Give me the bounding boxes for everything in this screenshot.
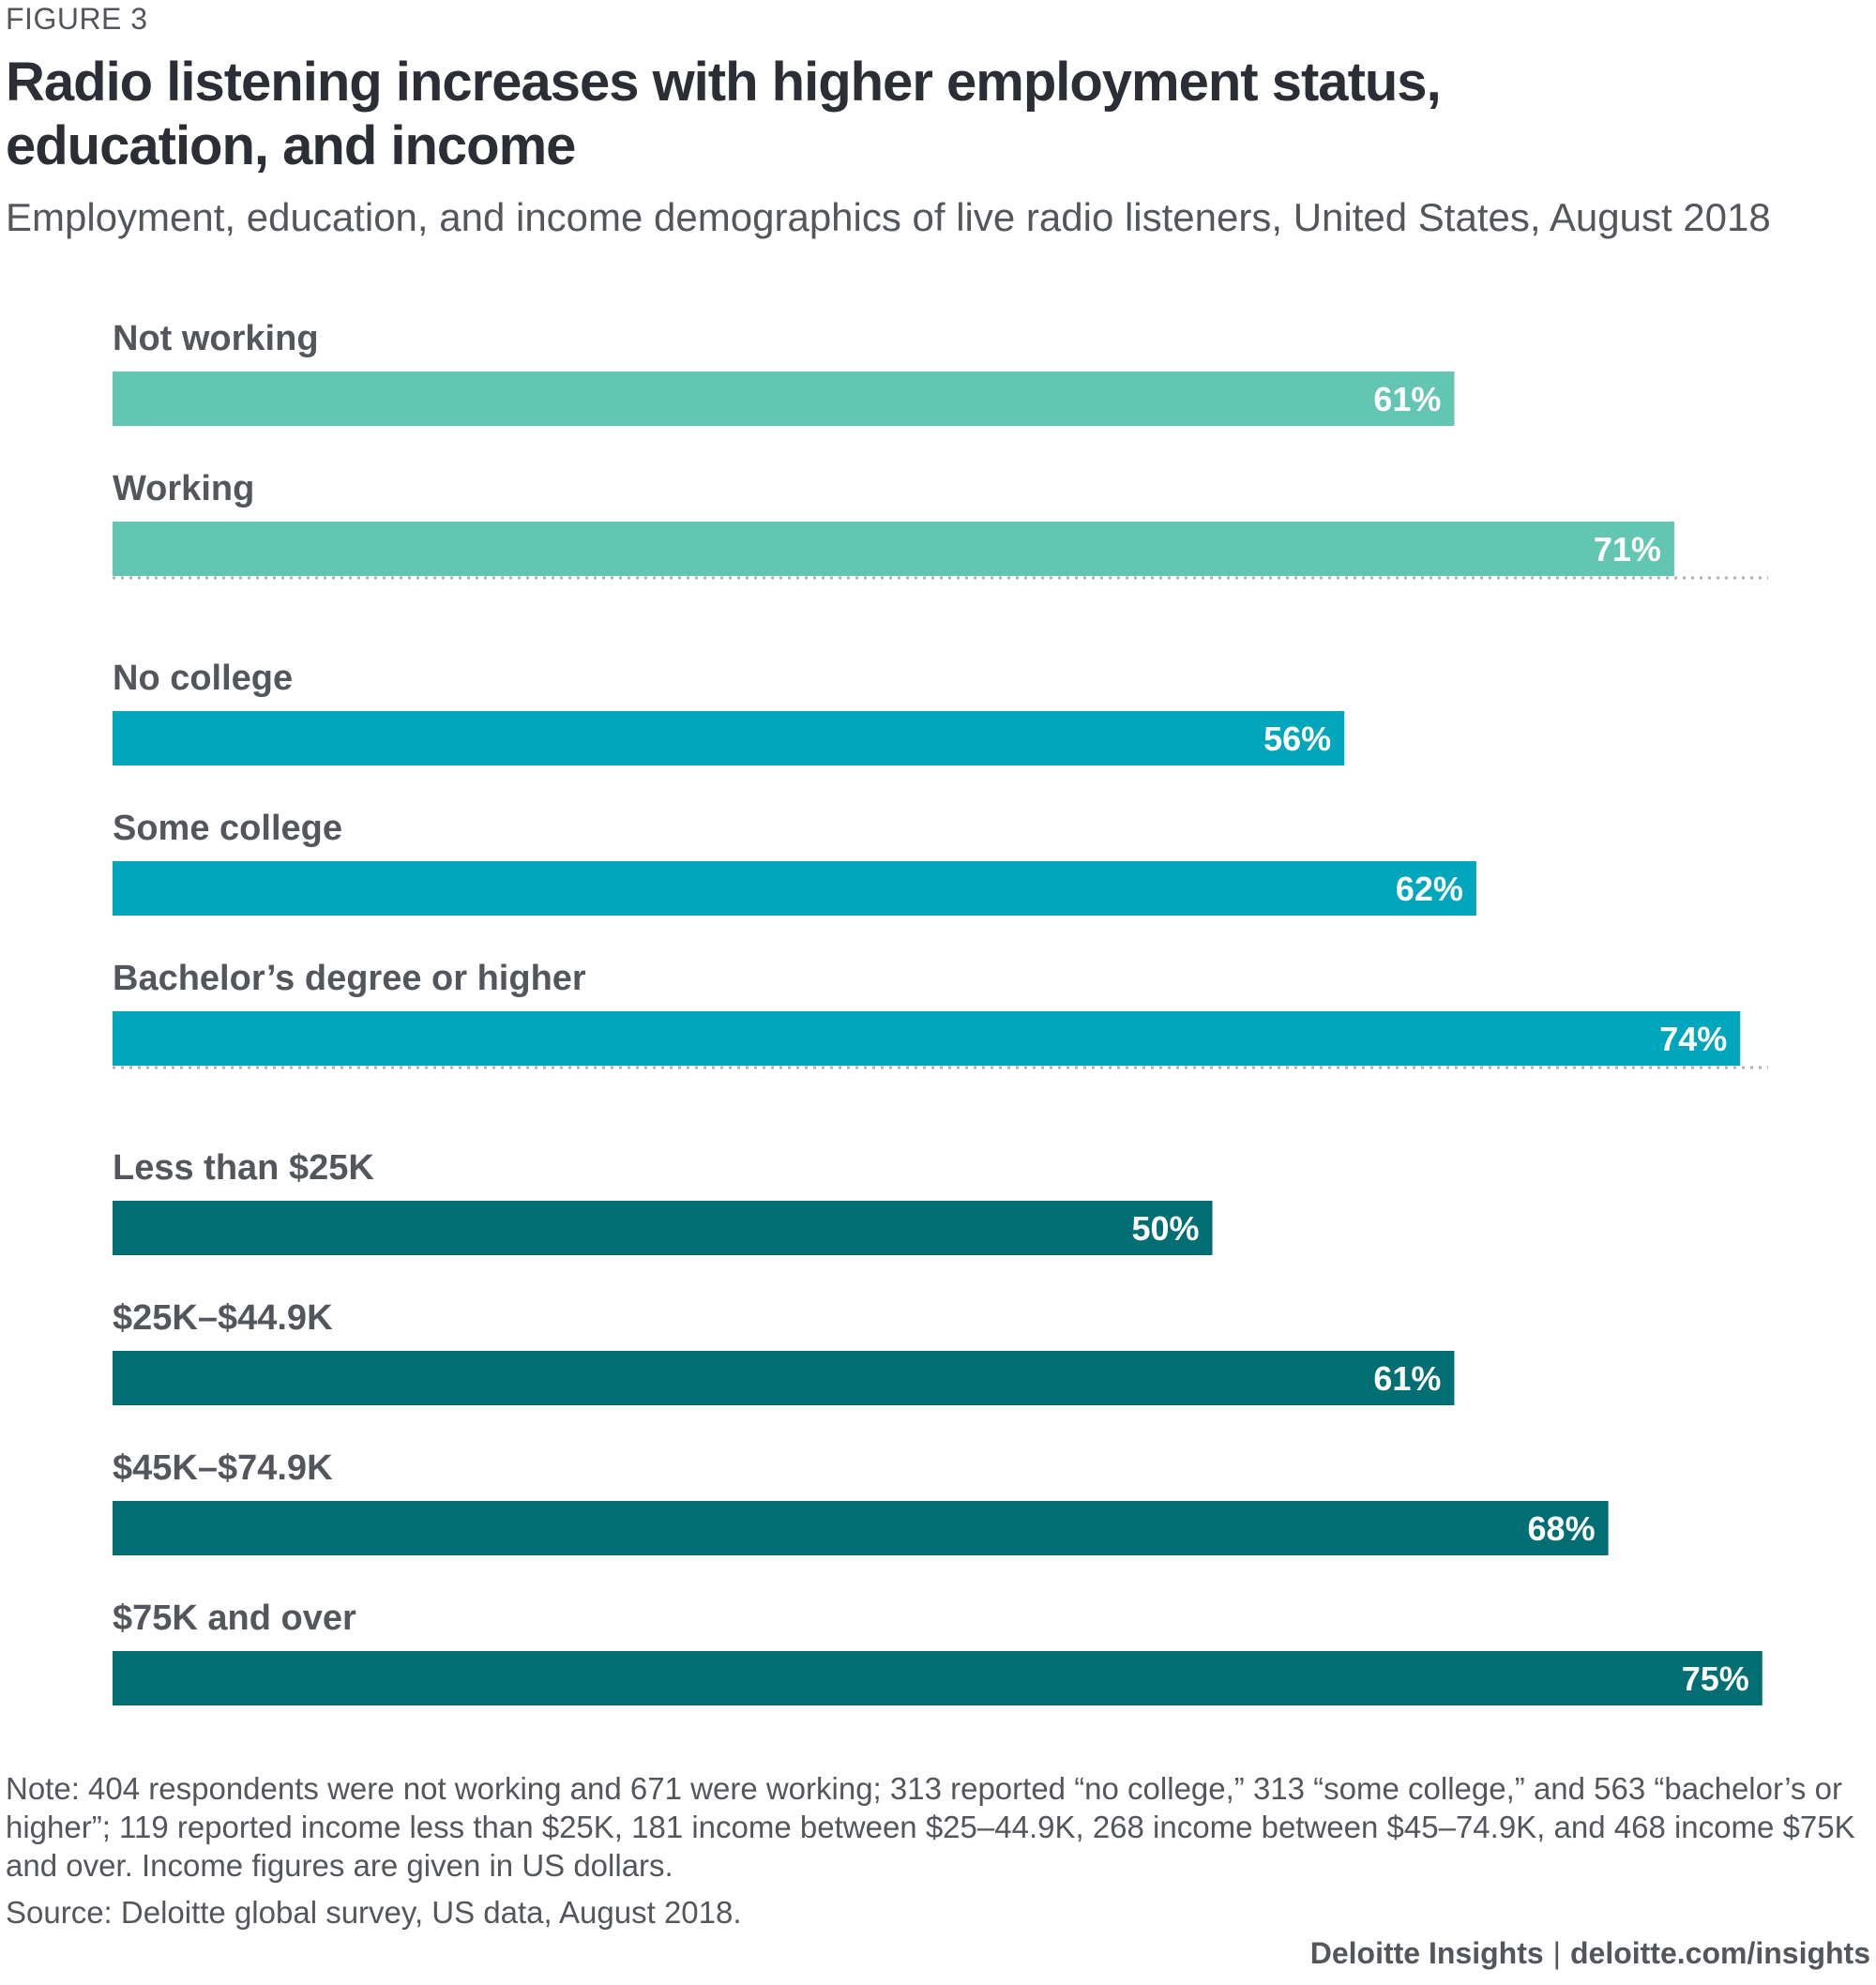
category-label: Some college (113, 809, 342, 848)
category-label: Not working (113, 319, 319, 358)
bar-chart: Not working 61% Working 71% No college 56% Som… (113, 319, 1768, 1705)
value-label: 61% (1373, 1359, 1441, 1398)
figure-label: FIGURE 3 (6, 2, 148, 36)
category-label: Less than $25K (113, 1148, 374, 1188)
footer-brand: Deloitte Insights (1309, 1936, 1544, 1970)
chart-subtitle: Employment, education, and income demogr… (6, 195, 1771, 239)
bar (113, 1651, 1763, 1705)
value-label: 74% (1659, 1020, 1727, 1058)
value-label: 50% (1131, 1209, 1199, 1248)
chart-source: Source: Deloitte global survey, US data,… (6, 1895, 742, 1930)
category-label: No college (113, 659, 293, 698)
category-label: Working (113, 469, 254, 508)
footer-separator: | (1552, 1936, 1561, 1970)
value-label: 62% (1396, 870, 1463, 908)
footer-credit: Deloitte Insights | deloitte.com/insights (1310, 1936, 1870, 1971)
value-label: 71% (1594, 530, 1661, 568)
value-label: 68% (1528, 1509, 1596, 1548)
bar (113, 522, 1674, 576)
bar (113, 1501, 1609, 1555)
category-label: $25K–$44.9K (113, 1298, 333, 1338)
bar (113, 1011, 1741, 1066)
category-label: Bachelor’s degree or higher (113, 959, 586, 998)
bar (113, 1201, 1213, 1255)
footer-link[interactable]: deloitte.com/insights (1569, 1936, 1870, 1970)
chart-note: Note: 404 respondents were not working a… (6, 1771, 1855, 1883)
category-label: $45K–$74.9K (113, 1448, 333, 1488)
bar (113, 371, 1455, 426)
value-label: 56% (1263, 720, 1331, 758)
value-label: 61% (1373, 380, 1441, 418)
value-label: 75% (1682, 1659, 1749, 1698)
bar (113, 711, 1345, 765)
bar (113, 1351, 1455, 1405)
category-label: $75K and over (113, 1599, 356, 1638)
chart-title: Radio listening increases with higher em… (6, 52, 1442, 176)
bar (113, 861, 1476, 916)
